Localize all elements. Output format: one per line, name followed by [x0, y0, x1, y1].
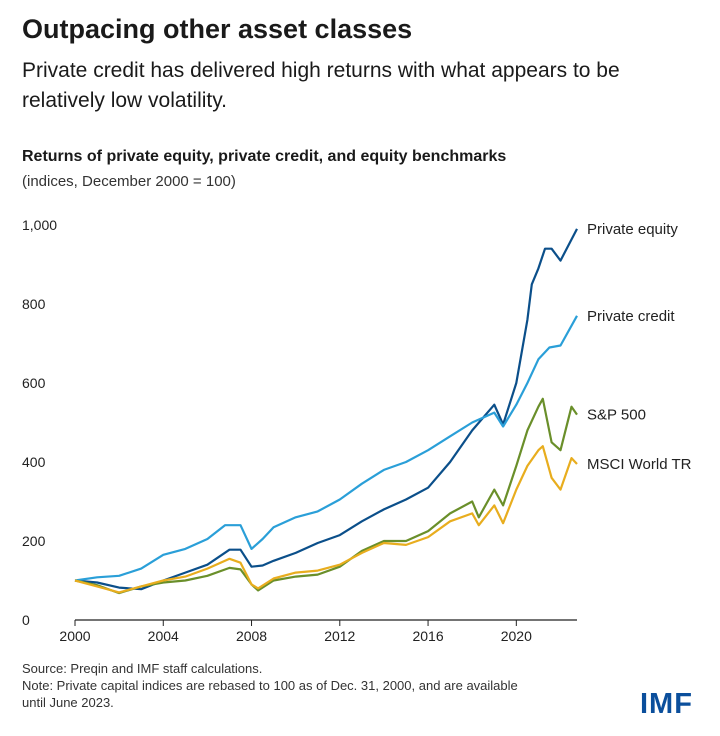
footnote: Source: Preqin and IMF staff calculation… — [22, 660, 602, 711]
series-label-private-credit: Private credit — [587, 308, 675, 325]
y-tick-label: 0 — [22, 612, 30, 628]
y-tick-label: 200 — [22, 533, 46, 549]
x-tick-label: 2012 — [324, 628, 355, 644]
chart-subtitle: (indices, December 2000 = 100) — [22, 173, 236, 190]
page-title: Outpacing other asset classes — [22, 14, 413, 44]
series-line-s-p-500 — [74, 397, 578, 595]
y-tick-label: 1,000 — [22, 217, 57, 233]
imf-logo: IMF — [640, 688, 693, 720]
line-chart: 0 200 400 600 800 1,000 2000 2004 2008 2012 2016 20… — [22, 217, 692, 644]
chart-title: Returns of private equity, private credi… — [22, 148, 507, 165]
x-tick-label: 2000 — [59, 628, 90, 644]
series-line-msci-world-tr — [74, 445, 578, 594]
source-note: Source: Preqin and IMF staff calculation… — [22, 661, 263, 676]
note-line: Note: Private capital indices are rebase… — [22, 678, 518, 693]
y-tick-label: 600 — [22, 375, 46, 391]
x-tick-label: 2008 — [236, 628, 267, 644]
series-label-private-equity: Private equity — [587, 221, 678, 238]
y-tick-label: 800 — [22, 296, 46, 312]
series-line-private-equity — [74, 228, 578, 591]
x-tick-label: 2004 — [148, 628, 179, 644]
note-line: until June 2023. — [22, 695, 114, 710]
series-line-private-credit — [74, 315, 578, 582]
x-tick-label: 2016 — [412, 628, 443, 644]
y-tick-label: 400 — [22, 454, 46, 470]
page-subtitle: Private credit has delivered high return… — [22, 59, 620, 112]
x-tick-label: 2020 — [501, 628, 532, 644]
series-label-msci-world-tr: MSCI World TR — [587, 456, 692, 473]
series-label-s-p-500: S&P 500 — [587, 407, 646, 424]
